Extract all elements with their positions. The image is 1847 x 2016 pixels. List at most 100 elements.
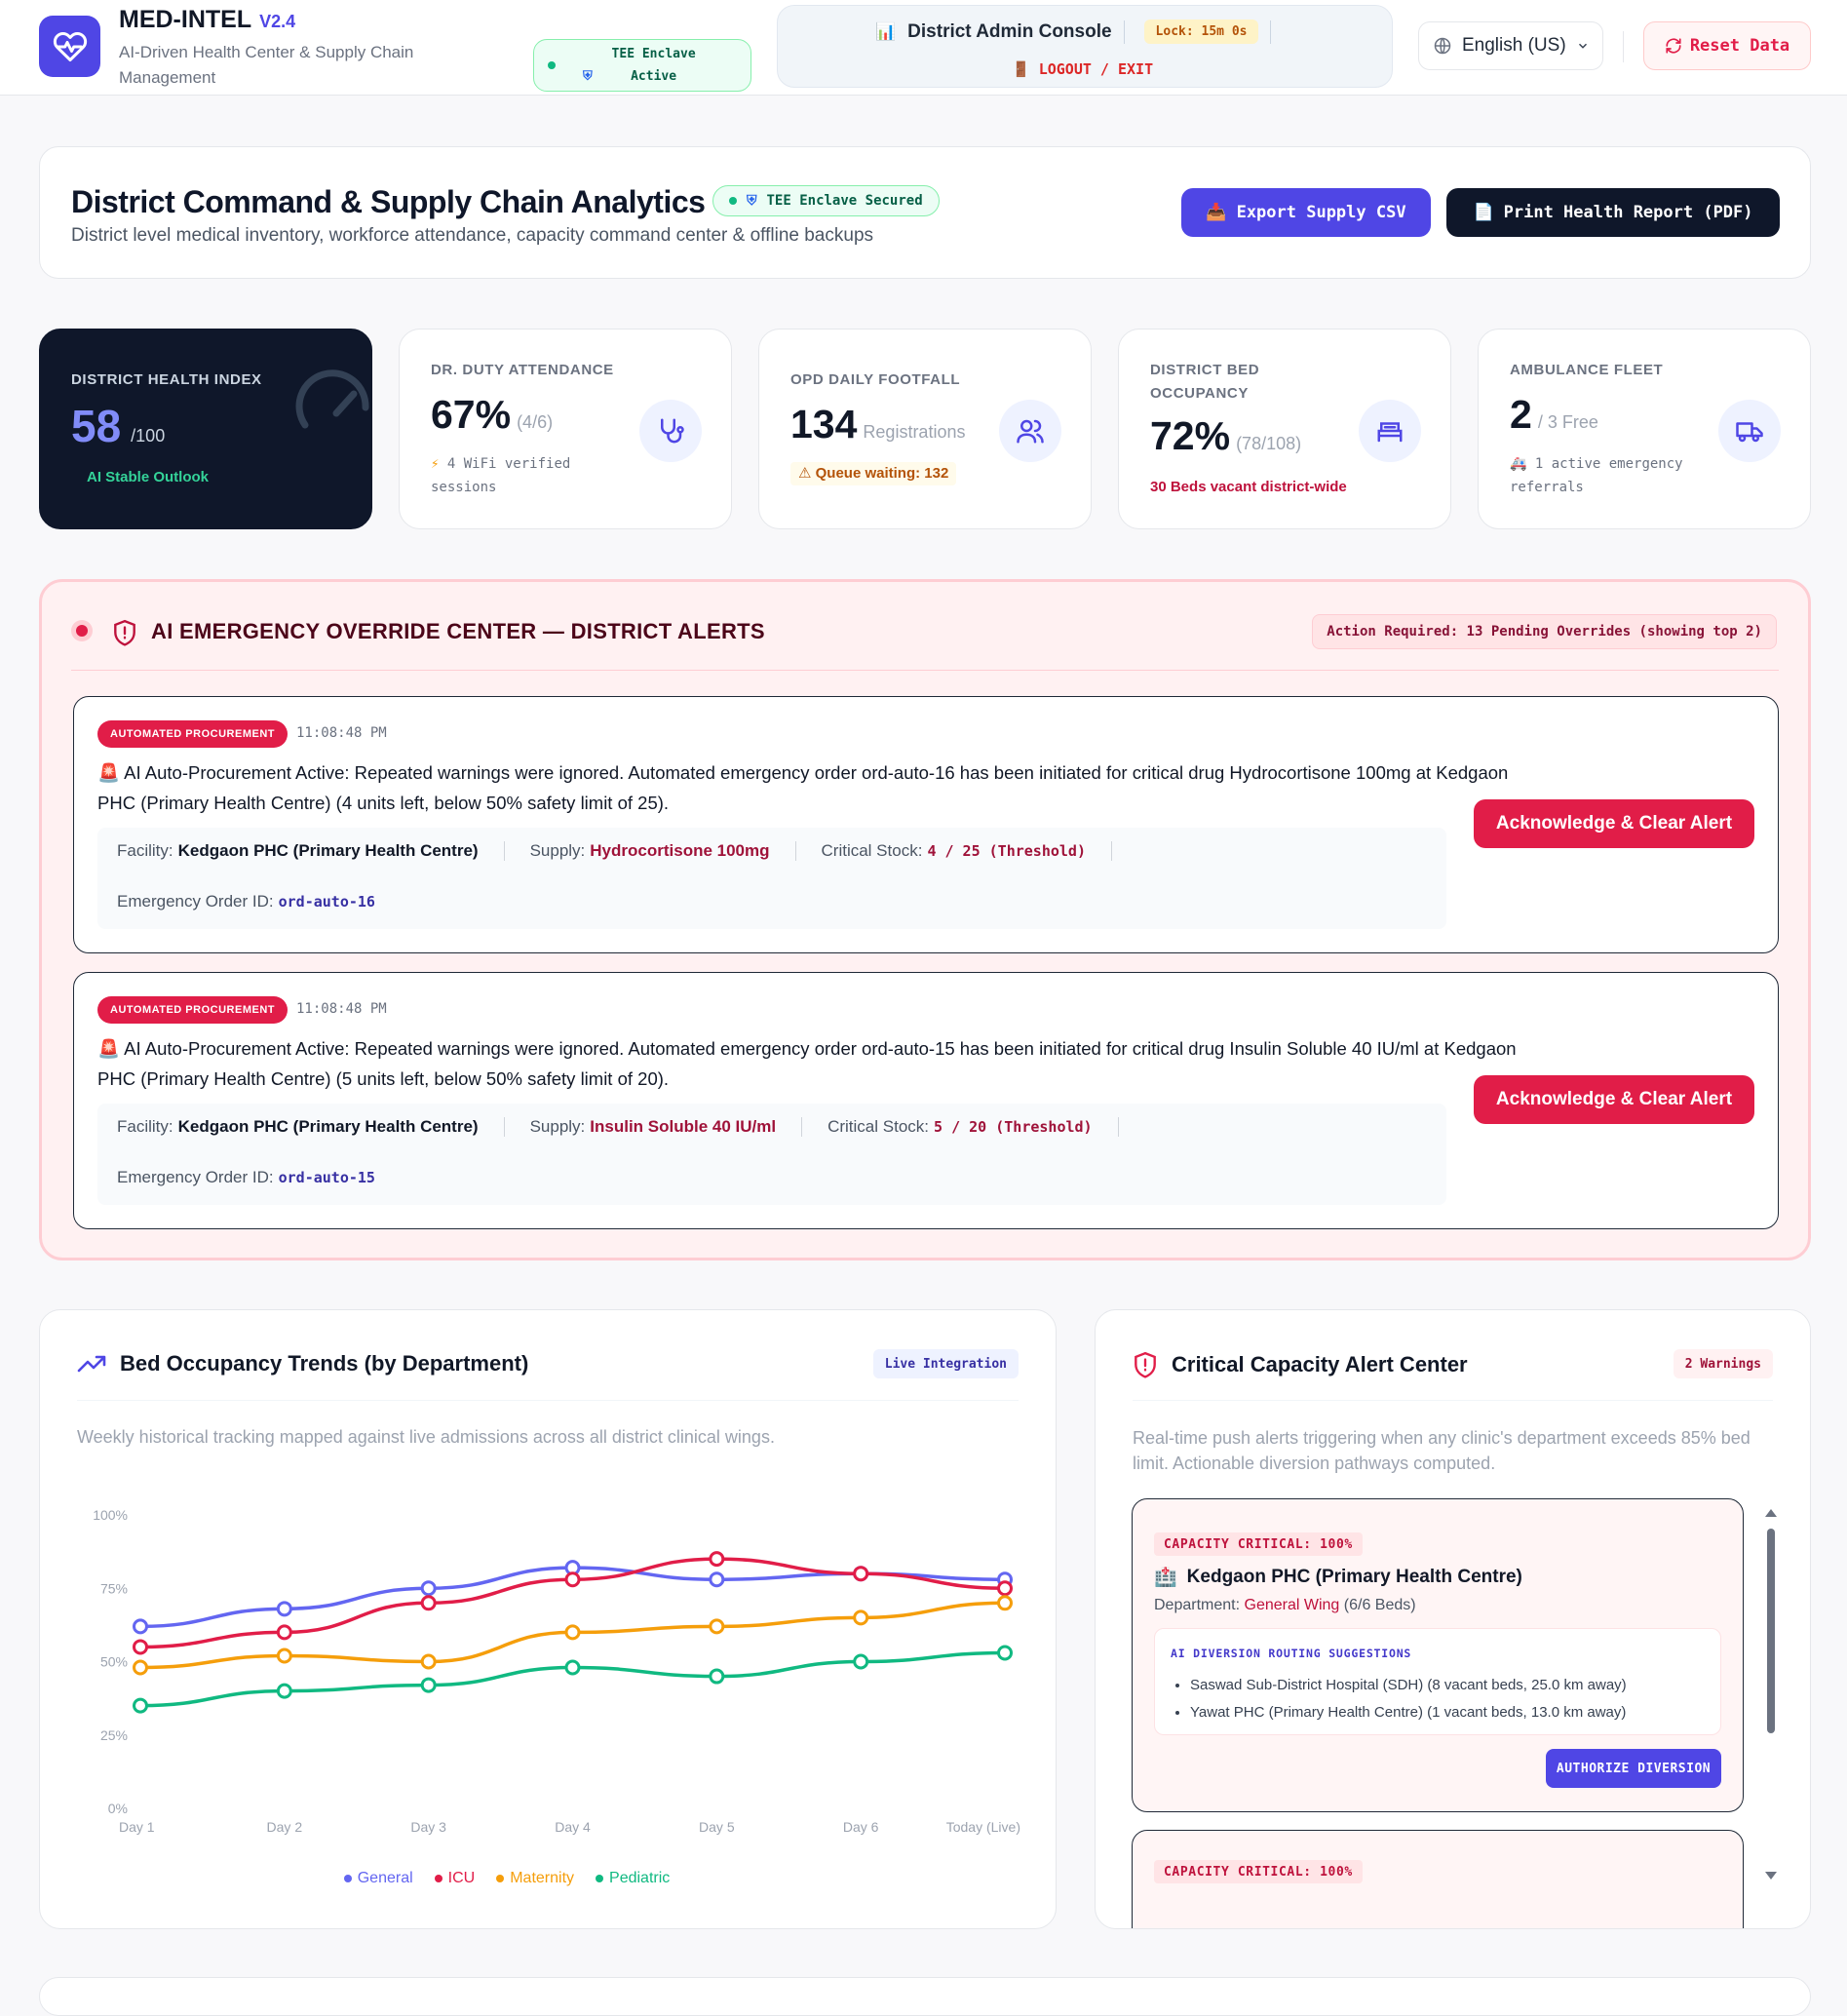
reset-label: Reset Data bbox=[1689, 36, 1790, 56]
ambulance-value: 2 bbox=[1510, 392, 1532, 437]
export-supply-csv-button[interactable]: 📥 Export Supply CSV bbox=[1181, 188, 1431, 237]
alert-type-badge: AUTOMATED PROCUREMENT bbox=[97, 996, 288, 1024]
x-tick-label: Day 6 bbox=[843, 1819, 879, 1835]
stat-card-ambulance: AMBULANCE FLEET 2/ 3 Free 🚑 1 active eme… bbox=[1478, 329, 1811, 529]
logout-button[interactable]: 🚪 LOGOUT / EXIT bbox=[1012, 60, 1153, 78]
print-health-report-button[interactable]: 📄 Print Health Report (PDF) bbox=[1446, 188, 1780, 237]
alert-meta-row: Facility: Kedgaon PHC (Primary Health Cen… bbox=[117, 841, 1137, 861]
y-tick-label: 0% bbox=[108, 1801, 128, 1816]
app-name: MED-INTEL bbox=[119, 6, 252, 33]
stock-label: Critical Stock: bbox=[827, 1117, 930, 1136]
tee-status-label: TEE Enclave Active bbox=[611, 47, 696, 84]
legend-dot bbox=[434, 1875, 443, 1882]
users-icon bbox=[999, 400, 1061, 462]
capacity-critical-badge: CAPACITY CRITICAL: 100% bbox=[1154, 1532, 1363, 1556]
stat-value: 134 Registrations bbox=[790, 402, 965, 447]
next-section-card bbox=[39, 1977, 1811, 2016]
data-point-icu bbox=[853, 1566, 869, 1582]
stat-value: 2/ 3 Free bbox=[1510, 392, 1598, 438]
order-label: Emergency Order ID: bbox=[117, 1168, 274, 1186]
document-icon: 📄 bbox=[1473, 203, 1494, 222]
stat-label: DISTRICT HEALTH INDEX bbox=[71, 371, 262, 388]
dept-label: Department: bbox=[1154, 1597, 1241, 1613]
health-unit: /100 bbox=[131, 426, 166, 446]
app-version: V2.4 bbox=[259, 12, 296, 31]
stat-card-attendance: DR. DUTY ATTENDANCE 67% (4/6) ⚡ 4 WiFi ve… bbox=[399, 329, 732, 529]
divider bbox=[801, 1117, 803, 1137]
tee-status-badge: ⛨ TEE Enclave Active bbox=[533, 39, 751, 92]
alert-message: 🚨 AI Auto-Procurement Active: Repeated w… bbox=[97, 757, 1520, 818]
data-point-pediatric bbox=[133, 1697, 148, 1714]
y-tick-label: 100% bbox=[93, 1507, 128, 1523]
data-point-icu bbox=[564, 1571, 581, 1588]
data-point-maternity bbox=[997, 1595, 1013, 1611]
facility-label: Facility: bbox=[117, 1117, 173, 1136]
attendance-note: 4 WiFi verified sessions bbox=[431, 456, 571, 495]
heart-pulse-logo-icon bbox=[39, 16, 100, 77]
data-point-icu bbox=[276, 1624, 292, 1641]
legend-label: Pediatric bbox=[609, 1870, 671, 1886]
legend-item-pediatric[interactable]: Pediatric bbox=[596, 1870, 670, 1887]
attendance-value: 67% bbox=[431, 392, 512, 437]
scrollbar[interactable] bbox=[1762, 1505, 1780, 1885]
hospital-icon: 🏥 bbox=[1154, 1568, 1177, 1588]
data-point-maternity bbox=[420, 1653, 437, 1670]
alert-time: 11:08:48 PM bbox=[296, 1001, 387, 1017]
authorize-diversion-button[interactable]: AUTHORIZE DIVERSION bbox=[1546, 1749, 1721, 1788]
divider bbox=[1133, 1400, 1773, 1401]
y-tick-label: 25% bbox=[100, 1727, 128, 1743]
badge-label: TEE Enclave Secured bbox=[766, 193, 923, 209]
divider bbox=[503, 841, 505, 861]
divider bbox=[1123, 19, 1125, 44]
order-id[interactable]: ord-auto-15 bbox=[278, 1169, 375, 1186]
panel-description: Weekly historical tracking mapped agains… bbox=[77, 1427, 775, 1447]
stat-value: 72% (78/108) bbox=[1150, 413, 1301, 459]
stat-note: AI Stable Outlook bbox=[87, 469, 210, 485]
language-select[interactable]: English (US) bbox=[1418, 21, 1603, 70]
facility-value: Kedgaon PHC (Primary Health Centre) bbox=[177, 841, 479, 860]
queue-badge: ⚠ Queue waiting: 132 bbox=[790, 462, 957, 485]
emergency-title: AI EMERGENCY OVERRIDE CENTER — DISTRICT … bbox=[151, 619, 765, 643]
order-id[interactable]: ord-auto-16 bbox=[278, 893, 375, 911]
stat-card-footfall: OPD DAILY FOOTFALL 134 Registrations ⚠ Qu… bbox=[758, 329, 1092, 529]
supply-label: Supply: bbox=[529, 841, 586, 860]
ambulance-icon: 🚑 bbox=[1510, 456, 1527, 472]
capacity-alert-panel: Critical Capacity Alert Center 2 Warning… bbox=[1095, 1309, 1811, 1929]
shield-icon: ⛨ bbox=[583, 69, 593, 84]
legend-label: General bbox=[357, 1870, 413, 1886]
data-point-general bbox=[276, 1601, 292, 1617]
tee-status-text: ⛨ TEE Enclave Active bbox=[583, 43, 708, 88]
alert-time: 11:08:48 PM bbox=[296, 725, 387, 741]
bed-occupancy-trends-panel: Bed Occupancy Trends (by Department) Liv… bbox=[39, 1309, 1057, 1929]
acknowledge-clear-alert-button[interactable]: Acknowledge & Clear Alert bbox=[1474, 799, 1754, 848]
supply-value: Hydrocortisone 100mg bbox=[590, 841, 770, 860]
facility-value: Kedgaon PHC (Primary Health Centre) bbox=[177, 1117, 479, 1136]
chevron-down-icon bbox=[1578, 43, 1587, 49]
data-point-maternity bbox=[709, 1618, 725, 1635]
alert-message: 🚨 AI Auto-Procurement Active: Repeated w… bbox=[97, 1033, 1520, 1094]
download-icon: 📥 bbox=[1206, 203, 1227, 222]
stat-card-bed-occupancy: DISTRICT BED OCCUPANCY 72% (78/108) 30 Be… bbox=[1118, 329, 1451, 529]
legend-item-icu[interactable]: ICU bbox=[434, 1870, 475, 1887]
warnings-badge: 2 Warnings bbox=[1673, 1349, 1773, 1378]
data-point-icu bbox=[997, 1580, 1013, 1597]
stat-value: 58/100 bbox=[71, 400, 165, 452]
truck-icon bbox=[1718, 400, 1781, 462]
divider bbox=[71, 670, 1779, 671]
list-item: Saswad Sub-District Hospital (SDH) (8 va… bbox=[1190, 1672, 1627, 1699]
reset-data-button[interactable]: Reset Data bbox=[1643, 21, 1811, 70]
panel-title: Critical Capacity Alert Center bbox=[1172, 1352, 1468, 1376]
brand: MED-INTEL V2.4 AI-Driven Health Center & … bbox=[119, 6, 450, 91]
shield-icon: ⛨ bbox=[747, 193, 757, 209]
beds-detail: (78/108) bbox=[1236, 434, 1302, 453]
data-point-pediatric bbox=[997, 1645, 1013, 1661]
data-point-maternity bbox=[133, 1659, 148, 1676]
stock-label: Critical Stock: bbox=[821, 841, 923, 860]
acknowledge-clear-alert-button[interactable]: Acknowledge & Clear Alert bbox=[1474, 1075, 1754, 1124]
bar-chart-icon: 📊 bbox=[875, 21, 897, 41]
door-icon: 🚪 bbox=[1012, 60, 1030, 78]
legend-item-general[interactable]: General bbox=[343, 1870, 413, 1887]
data-point-pediatric bbox=[276, 1683, 292, 1699]
alert-meta-row: Facility: Kedgaon PHC (Primary Health Cen… bbox=[117, 1117, 1144, 1137]
legend-item-maternity[interactable]: Maternity bbox=[496, 1870, 574, 1887]
